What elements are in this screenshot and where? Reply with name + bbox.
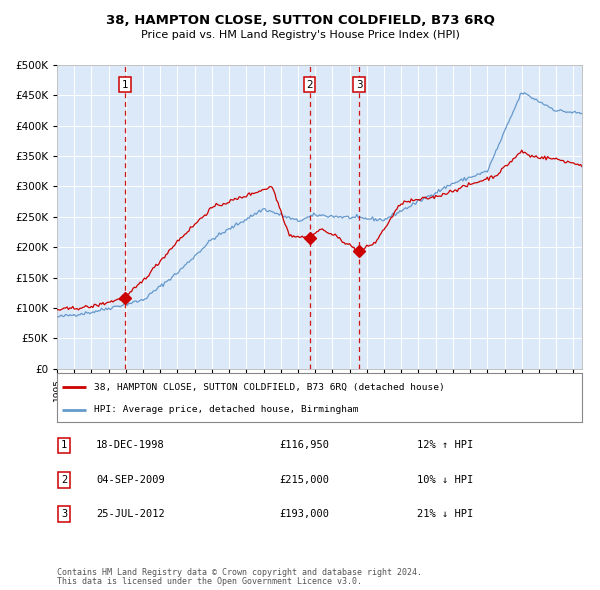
Text: 2: 2 bbox=[306, 80, 313, 90]
Text: This data is licensed under the Open Government Licence v3.0.: This data is licensed under the Open Gov… bbox=[57, 578, 362, 586]
Text: 1: 1 bbox=[122, 80, 128, 90]
Text: 3: 3 bbox=[61, 509, 67, 519]
Text: Price paid vs. HM Land Registry's House Price Index (HPI): Price paid vs. HM Land Registry's House … bbox=[140, 31, 460, 40]
Text: Contains HM Land Registry data © Crown copyright and database right 2024.: Contains HM Land Registry data © Crown c… bbox=[57, 568, 422, 577]
Text: 2: 2 bbox=[61, 475, 67, 484]
Text: 21% ↓ HPI: 21% ↓ HPI bbox=[417, 509, 473, 519]
Text: 10% ↓ HPI: 10% ↓ HPI bbox=[417, 475, 473, 484]
Text: 3: 3 bbox=[356, 80, 362, 90]
Text: 12% ↑ HPI: 12% ↑ HPI bbox=[417, 441, 473, 450]
Text: 18-DEC-1998: 18-DEC-1998 bbox=[96, 441, 165, 450]
Text: 1: 1 bbox=[61, 441, 67, 450]
Text: £215,000: £215,000 bbox=[279, 475, 329, 484]
Text: £193,000: £193,000 bbox=[279, 509, 329, 519]
Text: 38, HAMPTON CLOSE, SUTTON COLDFIELD, B73 6RQ: 38, HAMPTON CLOSE, SUTTON COLDFIELD, B73… bbox=[106, 14, 494, 27]
Text: HPI: Average price, detached house, Birmingham: HPI: Average price, detached house, Birm… bbox=[94, 405, 358, 414]
Text: 04-SEP-2009: 04-SEP-2009 bbox=[96, 475, 165, 484]
Text: £116,950: £116,950 bbox=[279, 441, 329, 450]
Text: 25-JUL-2012: 25-JUL-2012 bbox=[96, 509, 165, 519]
Text: 38, HAMPTON CLOSE, SUTTON COLDFIELD, B73 6RQ (detached house): 38, HAMPTON CLOSE, SUTTON COLDFIELD, B73… bbox=[94, 382, 445, 392]
